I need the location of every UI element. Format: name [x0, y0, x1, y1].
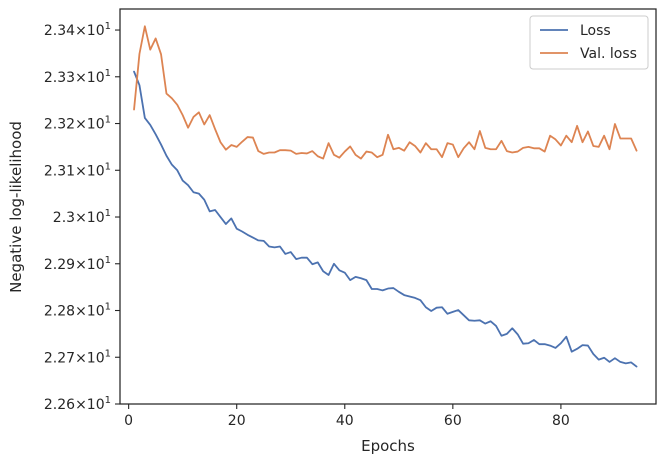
x-tick-label: 80	[552, 413, 570, 429]
y-tick-mantissa: 2.34	[44, 23, 75, 39]
y-tick-times-sign: ×	[75, 70, 87, 86]
y-tick-label: 2.31×101	[44, 161, 111, 179]
y-tick-label: 2.33×101	[44, 68, 111, 86]
y-tick-base: 10	[87, 350, 105, 366]
y-tick-label: 2.28×101	[44, 302, 111, 320]
y-tick-times-sign: ×	[75, 350, 87, 366]
y-axis-ticks: 2.26×1012.27×1012.28×1012.29×1012.3×1012…	[44, 21, 120, 413]
y-tick-mantissa: 2.27	[44, 350, 75, 366]
y-tick-exponent: 1	[105, 208, 111, 219]
y-tick-base: 10	[87, 163, 105, 179]
y-tick-exponent: 1	[105, 68, 111, 79]
y-tick-label: 2.32×101	[44, 115, 111, 133]
y-tick-label: 2.34×101	[44, 21, 111, 39]
x-tick-label: 20	[228, 413, 246, 429]
y-axis-label: Negative log-likelihood	[7, 121, 25, 293]
y-tick-times-sign: ×	[75, 304, 87, 320]
y-tick-exponent: 1	[105, 302, 111, 313]
y-tick-mantissa: 2.31	[44, 163, 75, 179]
y-tick-base: 10	[87, 304, 105, 320]
series-line-loss	[133, 70, 638, 368]
y-tick-exponent: 1	[105, 21, 111, 32]
y-tick-times-sign: ×	[75, 257, 87, 273]
y-tick-times-sign: ×	[75, 397, 87, 413]
y-tick-mantissa: 2.3	[53, 210, 75, 226]
y-tick-label: 2.27×101	[44, 348, 111, 366]
y-tick-base: 10	[87, 257, 105, 273]
y-tick-label: 2.26×101	[44, 395, 111, 413]
y-tick-times-sign: ×	[75, 117, 87, 133]
y-tick-times-sign: ×	[75, 23, 87, 39]
y-tick-label: 2.29×101	[44, 255, 111, 273]
x-tick-label: 0	[124, 413, 133, 429]
y-tick-mantissa: 2.28	[44, 304, 75, 320]
legend: Loss Val. loss	[529, 15, 649, 70]
y-tick-mantissa: 2.29	[44, 257, 75, 273]
y-tick-label: 2.3×101	[53, 208, 111, 226]
y-tick-base: 10	[87, 210, 105, 226]
y-tick-mantissa: 2.26	[44, 397, 75, 413]
y-tick-base: 10	[87, 70, 105, 86]
x-axis-ticks: 0 20 40 60 80	[124, 404, 570, 429]
x-axis-label: Epochs	[361, 437, 415, 455]
x-tick-label: 40	[336, 413, 354, 429]
legend-label-val-loss: Val. loss	[580, 46, 637, 62]
plot-frame	[119, 8, 657, 405]
y-tick-base: 10	[87, 23, 105, 39]
series-line-val-loss	[133, 25, 638, 160]
y-tick-times-sign: ×	[75, 210, 87, 226]
y-tick-exponent: 1	[105, 255, 111, 266]
y-tick-exponent: 1	[105, 115, 111, 126]
y-tick-exponent: 1	[105, 161, 111, 172]
series-lines	[133, 25, 638, 368]
y-tick-mantissa: 2.33	[44, 70, 75, 86]
y-tick-mantissa: 2.32	[44, 117, 75, 133]
y-tick-times-sign: ×	[75, 163, 87, 179]
y-tick-base: 10	[87, 117, 105, 133]
y-tick-exponent: 1	[105, 395, 111, 406]
y-tick-exponent: 1	[105, 348, 111, 359]
legend-label-loss: Loss	[580, 23, 611, 39]
y-tick-base: 10	[87, 397, 105, 413]
x-tick-label: 60	[444, 413, 462, 429]
